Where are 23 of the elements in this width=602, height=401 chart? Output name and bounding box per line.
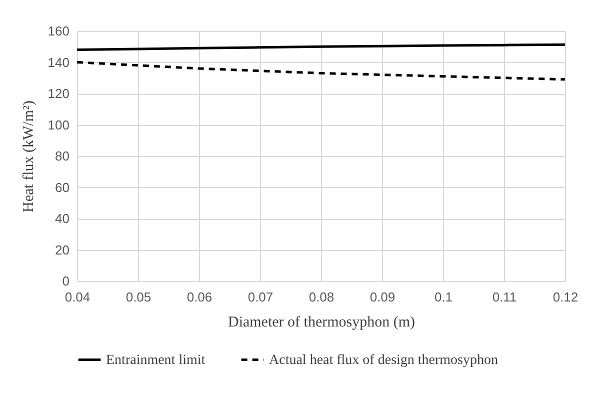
x-tick-label: 0.09 <box>370 290 396 304</box>
y-axis-title: Heat flux (kW/m²) <box>20 100 37 212</box>
line-series <box>76 61 566 81</box>
x-tick-label: 0.07 <box>248 290 274 304</box>
x-tick-label: 0.06 <box>186 290 212 304</box>
y-tick-label: 20 <box>55 242 70 258</box>
x-tick-label: 0.12 <box>552 290 578 304</box>
y-tick-label: 140 <box>48 54 70 70</box>
x-tick-label: 0.05 <box>126 290 152 304</box>
x-tick-label: 0.08 <box>308 290 334 304</box>
y-tick-label: 120 <box>48 86 70 101</box>
y-tick-label: 0 <box>62 274 70 288</box>
legend-label: Actual heat flux of design thermosyphon <box>269 352 498 368</box>
y-tick-label: 60 <box>55 180 70 195</box>
y-tick-label: 80 <box>55 148 70 164</box>
x-axis-title: Diameter of thermosyphon (m) <box>228 314 416 330</box>
x-tick-label: 0.04 <box>64 290 90 304</box>
legend-label: Entrainment limit <box>106 352 206 368</box>
y-tick-label: 40 <box>55 211 70 226</box>
y-tick-label: 160 <box>48 24 70 38</box>
y-tick-label: 100 <box>48 117 70 132</box>
x-tick-label: 0.1 <box>434 290 453 304</box>
x-tick-label: 0.11 <box>492 290 517 304</box>
